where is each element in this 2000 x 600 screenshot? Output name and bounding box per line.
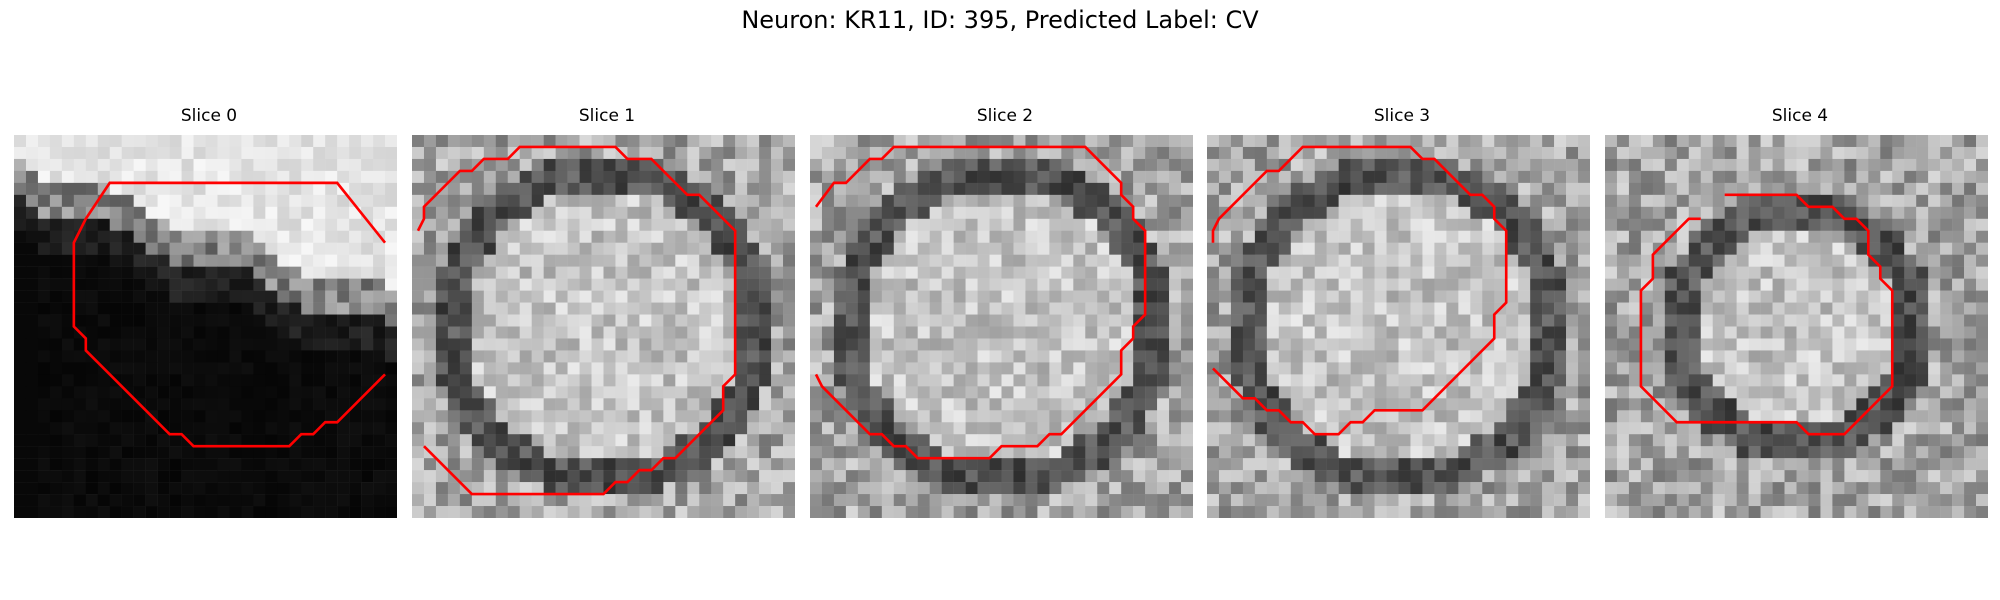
slice-title: Slice 3 bbox=[1373, 106, 1431, 126]
slice-image-3 bbox=[1207, 135, 1590, 518]
slice-image-1 bbox=[412, 135, 795, 518]
slice-title: Slice 2 bbox=[976, 106, 1034, 126]
contour-outline bbox=[1211, 145, 1508, 436]
contour-outline bbox=[814, 145, 1147, 460]
slice-image-4 bbox=[1605, 135, 1988, 518]
slice-title: Slice 0 bbox=[180, 106, 238, 126]
slice-title: Slice 4 bbox=[1771, 106, 1829, 126]
slice-image-2 bbox=[810, 135, 1193, 518]
contour-outline bbox=[72, 181, 387, 448]
contour-outline bbox=[1639, 193, 1894, 436]
figure-title: Neuron: KR11, ID: 395, Predicted Label: … bbox=[741, 6, 1259, 34]
contour-outline bbox=[416, 145, 737, 496]
slice-image-0 bbox=[14, 135, 397, 518]
slice-title: Slice 1 bbox=[578, 106, 636, 126]
